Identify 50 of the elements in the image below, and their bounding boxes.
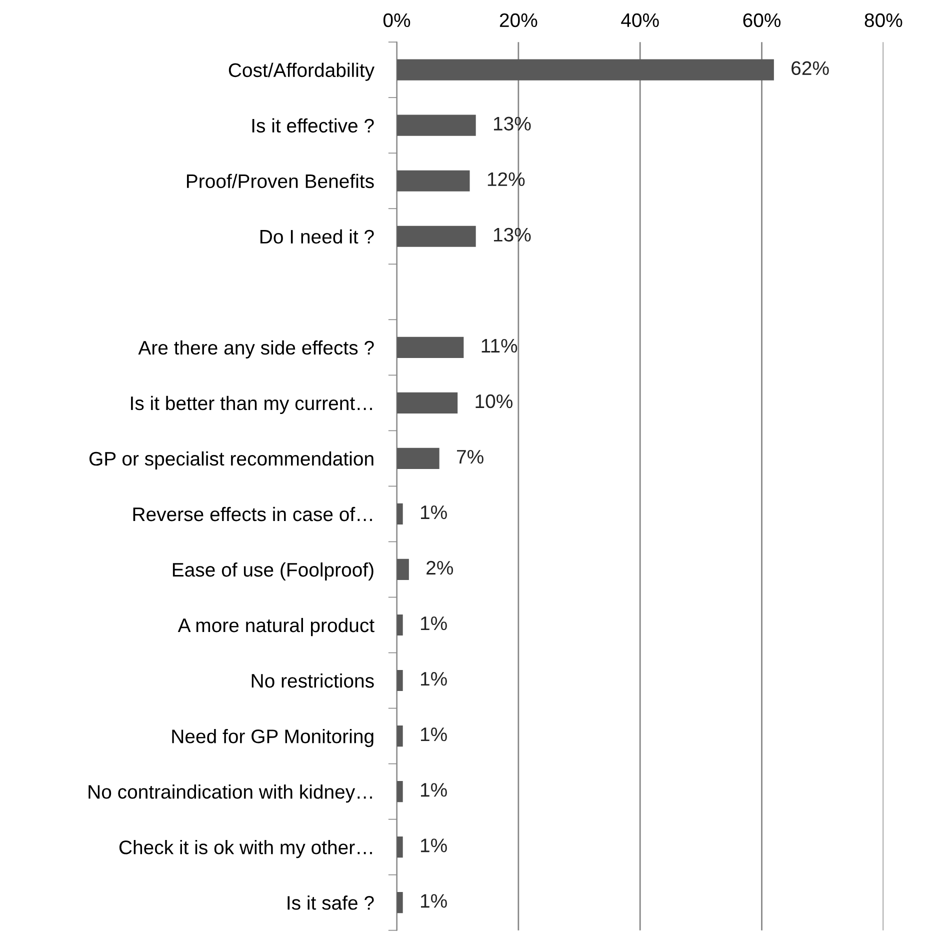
bar [396,392,458,414]
bar [396,503,403,525]
y-tick-label: Proof/Proven Benefits [186,174,374,188]
bar [396,892,403,914]
data-label: 62% [792,61,829,76]
bar [396,226,476,247]
y-tick-label: A more natural product [178,618,374,636]
y-tick-label: Reverse effects in case of… [133,506,372,522]
y-tick-label: No contraindication with kidney… [88,784,372,803]
bar [396,448,440,469]
y-tick-label: GP or specialist recommendation [89,451,374,470]
x-tick-label: 60% [743,13,781,28]
data-label: 1% [420,838,447,852]
bar [396,670,403,692]
y-tick-label: Are there any side effects ? [138,340,374,358]
bar [396,170,470,192]
y-tick-label: Need for GP Monitoring [172,728,374,748]
x-tick-label: 0% [383,13,410,28]
y-tick-label: Do I need it ? [260,229,374,244]
data-label: 7% [457,450,484,464]
data-label: 1% [420,728,447,742]
bar [396,836,403,858]
data-label: 11% [482,338,518,353]
y-tick-label: No restrictions [252,673,374,688]
y-tick-label: Is it safe ? [288,896,374,910]
data-label: 1% [420,783,447,797]
bar [396,336,464,358]
bar [396,725,403,747]
data-label: 13% [494,228,531,242]
x-tick-label: 80% [864,13,902,28]
data-label: 2% [426,560,453,575]
y-tick-label: Ease of use (Foolproof) [172,562,374,581]
bar [396,780,403,802]
bar [396,59,774,80]
y-tick-label: Cost/Affordability [228,62,375,81]
y-tick-label: Is it effective ? [252,118,374,133]
data-label: 13% [494,116,531,131]
data-label: 1% [420,894,447,908]
y-tick-label: Check it is ok with my other… [119,840,372,858]
bar [396,558,409,580]
bar [396,114,476,136]
x-tick-label: 40% [621,13,659,28]
data-label: 10% [476,394,512,408]
data-label: 1% [420,672,447,686]
data-label: 12% [488,172,525,186]
data-label: 1% [420,505,447,520]
data-label: 1% [420,616,447,630]
y-tick-label: Is it better than my current… [131,396,372,414]
bar [396,614,403,636]
x-tick-label: 20% [500,13,538,28]
